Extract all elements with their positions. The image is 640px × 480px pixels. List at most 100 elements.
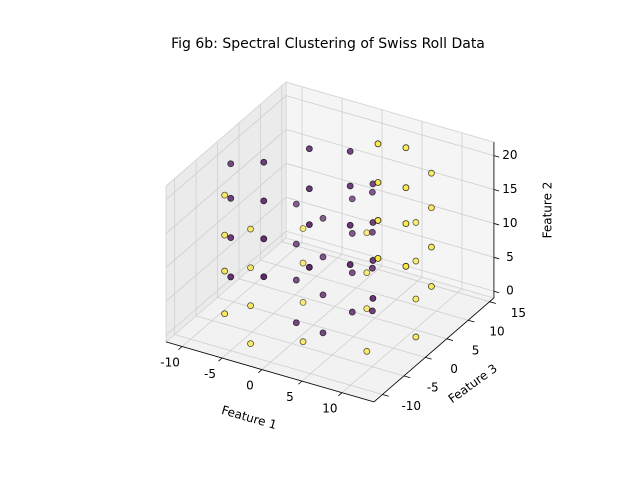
point: [346, 182, 354, 190]
tick-mark: [382, 394, 389, 397]
point: [299, 225, 307, 232]
x-tick-label: 0: [246, 378, 254, 392]
point: [368, 228, 376, 236]
point: [305, 221, 313, 229]
point: [319, 291, 327, 299]
grid-line: [301, 276, 423, 382]
grid-line: [261, 265, 383, 370]
point: [292, 276, 300, 284]
x-tick-label: 10: [322, 402, 337, 416]
tick-mark: [178, 346, 183, 350]
tick-mark: [493, 290, 500, 294]
point: [292, 240, 300, 248]
point: [374, 179, 382, 186]
z-tick-label: 5: [506, 250, 514, 264]
chart-title: Fig 6b: Spectral Clustering of Swiss Rol…: [171, 36, 485, 52]
grid-line: [165, 230, 287, 336]
z-tick-label: 20: [502, 148, 517, 162]
point: [368, 307, 376, 315]
grid-line: [195, 315, 405, 377]
point: [363, 269, 371, 277]
point: [346, 221, 354, 229]
point: [247, 225, 254, 233]
grid-line: [285, 95, 495, 157]
y-tick-label: 0: [450, 362, 458, 376]
point: [221, 191, 229, 199]
point: [374, 217, 382, 224]
grid-line: [285, 129, 495, 190]
grid-line: [165, 95, 287, 200]
y-tick-label: 15: [511, 306, 526, 320]
grid-line: [174, 334, 383, 395]
grid-line: [221, 253, 343, 359]
point: [428, 204, 435, 212]
z-axis-label: Feature 2: [541, 182, 555, 239]
grid-line: [181, 242, 303, 347]
tick-mark: [493, 256, 500, 260]
tick-mark: [403, 375, 411, 379]
y-tick-label: -5: [427, 380, 439, 394]
point: [374, 254, 382, 262]
z-tick-label: 0: [506, 284, 514, 298]
z-tick-label: 15: [502, 182, 517, 196]
tick-mark: [489, 301, 496, 304]
point: [292, 200, 300, 208]
point: [260, 197, 268, 205]
tick-mark: [493, 223, 500, 226]
point: [348, 308, 356, 316]
x-tick-label: 5: [286, 390, 294, 404]
point: [402, 262, 410, 270]
point: [260, 158, 268, 166]
axis-line: [165, 341, 375, 403]
x-tick-label: -10: [160, 355, 180, 369]
point: [221, 231, 229, 239]
y-tick-label: 5: [472, 343, 480, 357]
point: [299, 338, 307, 346]
tick-mark: [493, 189, 500, 192]
axis-line: [373, 297, 495, 403]
point: [247, 302, 254, 310]
grid-line: [285, 230, 495, 292]
tick-mark: [298, 380, 303, 385]
tick-mark: [425, 356, 432, 360]
point: [363, 347, 371, 355]
grid-line: [260, 259, 469, 321]
x-axis-label: Feature 1: [220, 403, 278, 432]
point: [227, 194, 235, 202]
z-tick-label: 10: [502, 216, 517, 230]
point: [299, 298, 307, 306]
point: [428, 169, 435, 177]
point: [260, 273, 268, 281]
point: [247, 340, 254, 348]
y-tick-label: 10: [489, 325, 504, 339]
point: [305, 145, 313, 153]
point: [221, 267, 229, 275]
point: [260, 235, 268, 243]
point: [247, 264, 254, 272]
point: [348, 230, 356, 237]
point: [374, 140, 382, 148]
grid-line: [165, 163, 287, 268]
point: [402, 144, 410, 152]
grid-line: [285, 163, 495, 224]
point: [402, 220, 410, 228]
point: [227, 234, 235, 242]
point: [428, 282, 435, 290]
tick-mark: [258, 369, 263, 374]
tick-mark: [338, 392, 343, 397]
grid-line: [285, 196, 495, 258]
point: [227, 273, 235, 281]
point: [412, 219, 420, 226]
point: [305, 185, 313, 193]
point: [221, 310, 229, 318]
point: [346, 261, 354, 268]
point: [428, 243, 435, 251]
point: [319, 329, 327, 337]
point: [348, 195, 356, 203]
point: [412, 295, 420, 303]
point: [368, 188, 376, 196]
point: [363, 305, 371, 313]
point: [305, 263, 313, 271]
grid-line: [238, 278, 447, 340]
tick-mark: [218, 357, 223, 362]
